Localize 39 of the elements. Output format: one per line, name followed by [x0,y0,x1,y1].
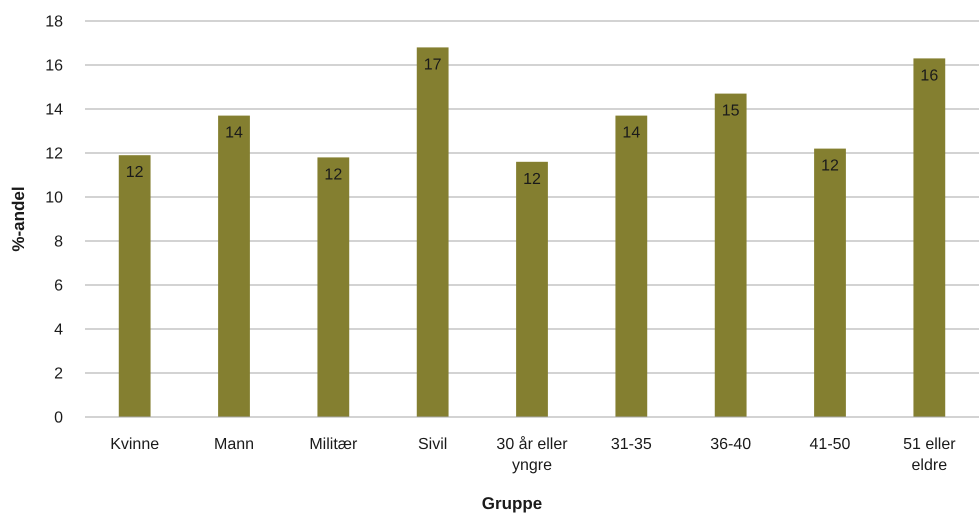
y-tick-label: 4 [54,322,64,339]
x-tick-label: Kvinne [110,436,160,453]
y-tick-label: 0 [54,410,64,427]
y-tick-label: 2 [54,366,64,383]
data-label: 15 [722,102,740,120]
bar [615,116,648,417]
x-tick-label: 31-35 [610,436,652,453]
y-tick-label: 16 [45,58,64,75]
x-tick-label: 30 år eller yngre [496,436,568,474]
y-axis-title: %-andel [9,186,28,252]
data-label: 12 [324,166,342,184]
y-tick-label: 8 [54,234,64,251]
bar [714,94,747,417]
y-tick-label: 6 [54,278,64,295]
data-label: 16 [920,67,938,84]
x-tick-label: 36-40 [710,436,752,453]
data-label: 12 [821,158,839,175]
data-label: 12 [126,164,144,182]
bar [814,148,846,417]
bar [516,162,548,417]
data-label: 17 [424,56,442,74]
data-label: 14 [622,124,640,142]
data-label: 14 [225,124,243,142]
y-tick-label: 10 [45,190,64,207]
x-tick-label: Sivil [418,436,448,453]
bar [317,157,350,417]
y-tick-label: 18 [45,14,64,31]
x-tick-label: 41-50 [810,436,851,453]
data-label: 12 [523,170,541,188]
bar [913,58,946,417]
x-axis-title: Gruppe [482,494,542,513]
bar [416,47,449,417]
x-tick-label: Militær [309,436,358,453]
y-tick-label: 12 [45,146,64,163]
y-tick-label: 14 [45,102,64,119]
x-tick-label: 51 eller eldre [903,436,956,474]
bar [218,116,250,417]
bar [118,155,151,417]
x-tick-label: Mann [214,436,254,453]
